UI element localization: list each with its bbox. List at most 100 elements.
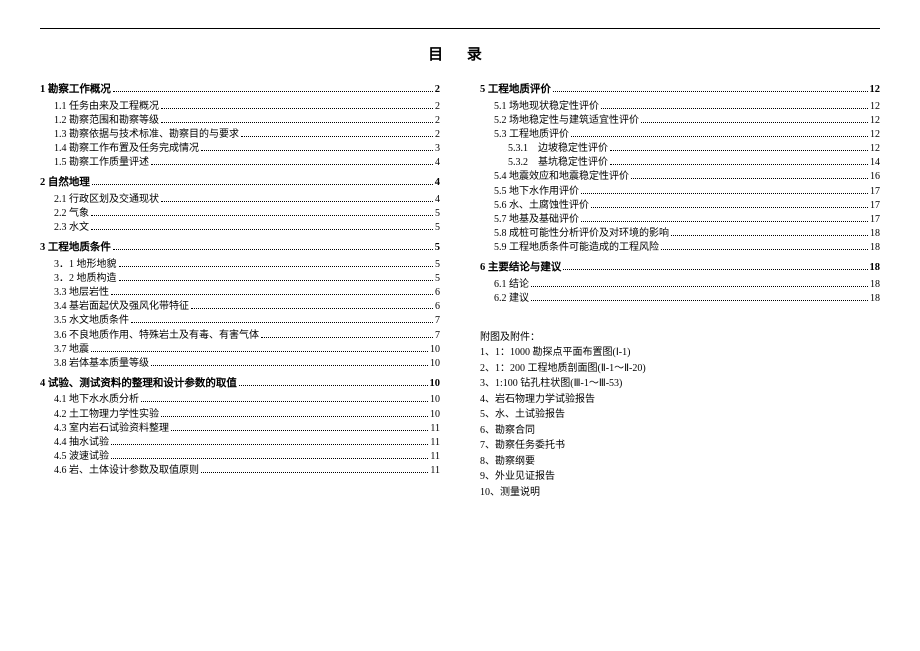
toc-entry-label: 3.3 地层岩性 <box>54 288 109 298</box>
toc-entry-leader <box>92 184 433 185</box>
page: 目 录 1 勘察工作概况21.1 任务由来及工程概况21.2 勘察范围和勘察等级… <box>0 0 920 520</box>
toc-entry-leader <box>661 249 868 250</box>
toc-entry-label: 1 勘察工作概况 <box>40 85 111 96</box>
toc-entry-page: 10 <box>430 359 440 369</box>
toc-entry-page: 5 <box>435 209 440 219</box>
toc-entry-label: 4.1 地下水水质分析 <box>54 395 139 405</box>
toc-entry-label: 5 工程地质评价 <box>480 85 551 96</box>
toc-entry-leader <box>111 294 433 295</box>
toc-entry: 5 工程地质评价 12 <box>480 85 880 96</box>
toc-entry-label: 2 自然地理 <box>40 178 90 189</box>
toc-entry: 2.1 行政区划及交通现状 4 <box>40 195 440 205</box>
appendix-item: 4、岩石物理力学试验报告 <box>480 392 880 408</box>
toc-entry: 5.2 场地稳定性与建筑适宜性评价12 <box>480 116 880 126</box>
toc-entry-page: 4 <box>435 158 440 168</box>
toc-entry-label: 4.2 土工物理力学性实验 <box>54 410 159 420</box>
toc-entry-label: 3.7 地震 <box>54 345 89 355</box>
toc-entry-leader <box>161 201 433 202</box>
toc-entry-label: 5.6 水、土腐蚀性评价 <box>494 201 589 211</box>
toc-entry: 3.3 地层岩性6 <box>40 288 440 298</box>
toc-entry-page: 18 <box>870 243 880 253</box>
toc-entry: 5.3 工程地质评价12 <box>480 130 880 140</box>
toc-entry: 5.4 地震效应和地震稳定性评价16 <box>480 172 880 182</box>
toc-entry-page: 6 <box>435 302 440 312</box>
toc-entry-leader <box>671 235 868 236</box>
toc-entry-leader <box>113 91 433 92</box>
toc-entry: 1 勘察工作概况2 <box>40 85 440 96</box>
toc-entry: 6.1 结论 18 <box>480 280 880 290</box>
toc-entry-label: 3.6 不良地质作用、特殊岩土及有毒、有害气体 <box>54 331 259 341</box>
appendix-item: 2、1：200 工程地质剖面图(Ⅱ-1～Ⅱ-20) <box>480 361 880 377</box>
appendix-item: 6、勘察合同 <box>480 423 880 439</box>
toc-entry-leader <box>641 122 868 123</box>
toc-entry-page: 12 <box>870 130 880 140</box>
toc-entry: 5.3.1 边坡稳定性评价12 <box>480 144 880 154</box>
toc-entry-leader <box>119 280 434 281</box>
toc-entry-page: 11 <box>430 452 440 462</box>
toc-entry-page: 5 <box>435 243 440 254</box>
toc-entry: 4.1 地下水水质分析10 <box>40 395 440 405</box>
toc-entry-page: 4 <box>435 195 440 205</box>
toc-entry-label: 5.3.2 基坑稳定性评价 <box>508 158 608 168</box>
appendix-item: 7、勘察任务委托书 <box>480 438 880 454</box>
toc-entry-leader <box>581 221 868 222</box>
toc-entry-label: 2.2 气象 <box>54 209 89 219</box>
toc-entry-page: 18 <box>870 280 880 290</box>
toc-entry: 1.2 勘察范围和勘察等级 2 <box>40 116 440 126</box>
toc-entry-page: 18 <box>870 294 880 304</box>
toc-column-right: 5 工程地质评价125.1 场地现状稳定性评价125.2 场地稳定性与建筑适宜性… <box>480 75 880 500</box>
toc-entry-label: 2.1 行政区划及交通现状 <box>54 195 159 205</box>
toc-column-left: 1 勘察工作概况2 1.1 任务由来及工程概况2 1.2 勘察范围和勘察等级 2 1.3… <box>40 75 440 500</box>
toc-entry-page: 2 <box>435 116 440 126</box>
toc-entry-page: 12 <box>870 85 881 96</box>
toc-entry-leader <box>201 472 428 473</box>
appendix-item: 10、测量说明 <box>480 485 880 501</box>
toc-entry-label: 3.4 基岩面起伏及强风化带特征 <box>54 302 189 312</box>
toc-entry-page: 16 <box>870 172 880 182</box>
toc-entry: 4.3 室内岩石试验资料整理11 <box>40 424 440 434</box>
toc-entry: 1.5 勘察工作质量评述4 <box>40 158 440 168</box>
toc-entry-label: 5.2 场地稳定性与建筑适宜性评价 <box>494 116 639 126</box>
toc-entry: 5.5 地下水作用评价17 <box>480 187 880 197</box>
toc-entry-page: 10 <box>430 379 441 390</box>
toc-entry-leader <box>531 300 868 301</box>
toc-entry: 6 主要结论与建议18 <box>480 263 880 274</box>
toc-entry-leader <box>631 178 868 179</box>
toc-entry-page: 18 <box>870 229 880 239</box>
toc-entry-label: 5.5 地下水作用评价 <box>494 187 579 197</box>
appendix-item: 3、1:100 钻孔柱状图(Ⅲ-1～Ⅲ-53) <box>480 376 880 392</box>
toc-entry-label: 1.2 勘察范围和勘察等级 <box>54 116 159 126</box>
toc-entry-label: 5.3.1 边坡稳定性评价 <box>508 144 608 154</box>
toc-entry-label: 1.3 勘察依据与技术标准、勘察目的与要求 <box>54 130 239 140</box>
toc-entry: 3．1 地形地貌5 <box>40 260 440 270</box>
toc-entry-label: 5.8 成桩可能性分析评价及对环境的影响 <box>494 229 669 239</box>
toc-entry-leader <box>591 207 868 208</box>
toc-entry: 3.6 不良地质作用、特殊岩土及有毒、有害气体 7 <box>40 331 440 341</box>
toc-entry-leader <box>563 269 867 270</box>
toc-entry-leader <box>261 337 433 338</box>
toc-entry: 1.1 任务由来及工程概况2 <box>40 102 440 112</box>
toc-entry-leader <box>601 108 868 109</box>
toc-entry-label: 6.2 建议 <box>494 294 529 304</box>
toc-entry-page: 7 <box>435 331 440 341</box>
toc-entry-page: 17 <box>870 201 880 211</box>
toc-entry-leader <box>91 229 433 230</box>
toc-entry-page: 14 <box>870 158 880 168</box>
toc-entry-label: 5.9 工程地质条件可能造成的工程风险 <box>494 243 659 253</box>
toc-entry: 3.5 水文地质条件7 <box>40 316 440 326</box>
toc-entry-leader <box>553 91 868 92</box>
toc-entry-label: 6.1 结论 <box>494 280 529 290</box>
toc-entry-page: 11 <box>430 438 440 448</box>
toc-entry-leader <box>151 164 433 165</box>
toc-entry-label: 6 主要结论与建议 <box>480 263 561 274</box>
appendix-item: 5、水、土试验报告 <box>480 407 880 423</box>
toc-entry-leader <box>239 385 428 386</box>
toc-entry-leader <box>610 150 868 151</box>
toc-title: 目 录 <box>40 43 880 61</box>
toc-entry-leader <box>161 108 433 109</box>
toc-columns: 1 勘察工作概况2 1.1 任务由来及工程概况2 1.2 勘察范围和勘察等级 2 1.3… <box>40 75 880 500</box>
toc-entry-label: 1.1 任务由来及工程概况 <box>54 102 159 112</box>
toc-entry-leader <box>171 430 428 431</box>
toc-entry: 1.4 勘察工作布置及任务完成情况3 <box>40 144 440 154</box>
toc-entry-page: 5 <box>435 274 440 284</box>
